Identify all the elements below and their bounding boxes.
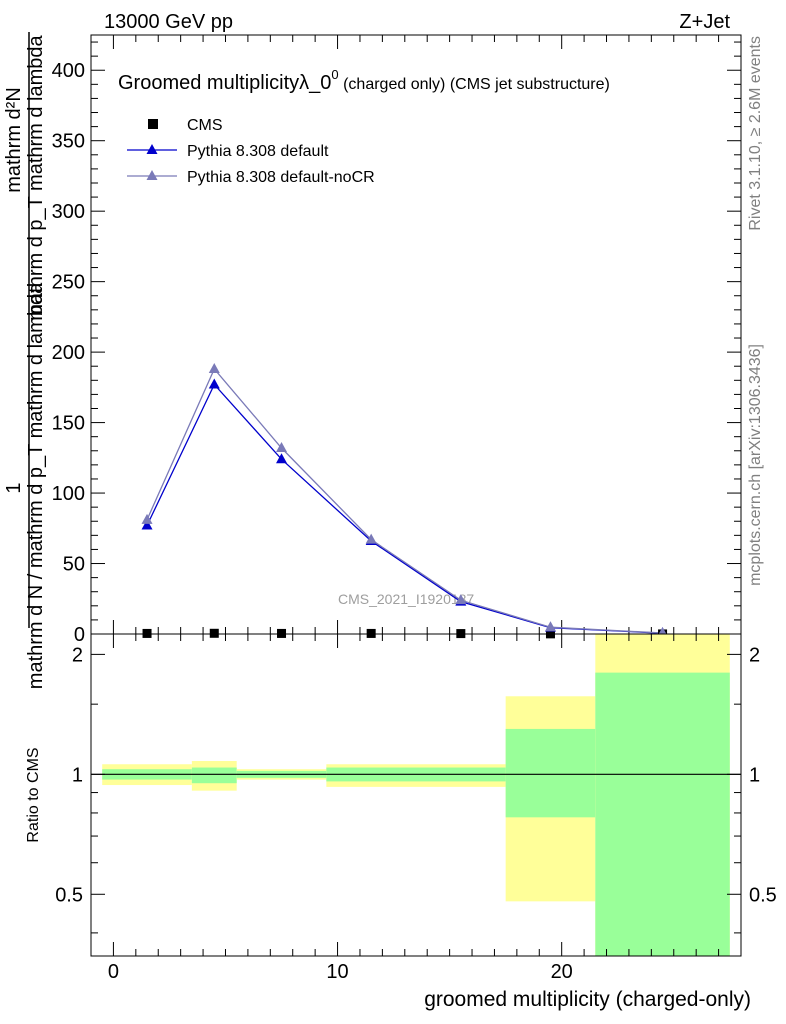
y-tick-label: 350: [52, 131, 85, 153]
ratio-inner-band: [595, 672, 730, 956]
legend-marker-pythia: [146, 144, 158, 154]
header-right: Z+Jet: [679, 11, 730, 33]
pythia-point: [544, 621, 556, 632]
pythia-point: [365, 533, 377, 544]
xlabel: groomed multiplicity (charged-only): [424, 988, 751, 1011]
pythia-point: [455, 594, 467, 605]
cms-point: [142, 628, 152, 638]
pythia-point: [208, 363, 220, 374]
y-tick-label: 100: [52, 483, 85, 505]
ratio-ylabel: Ratio to CMS: [25, 747, 42, 842]
pythia-point: [276, 441, 288, 452]
ratio-inner-band: [505, 728, 596, 818]
pythia-point: [141, 513, 153, 524]
rivet-label: Rivet 3.1.10, ≥ 2.6M events: [747, 36, 764, 231]
ratio-bands: [91, 634, 741, 956]
ratio-frame: [90, 633, 742, 957]
y-tick-label: 400: [52, 60, 85, 82]
ratio-panel: 0.5 0.51 12 20 10 20 Ratio to CMS groomed mul…: [25, 633, 777, 1011]
cms-point: [277, 628, 287, 638]
legend-label: CMS: [187, 117, 223, 134]
ylabel-bottom: 1: [3, 482, 25, 493]
ratio-y-tick-label: 2: [72, 644, 83, 666]
ratio-y-tick-label: 0.5: [55, 884, 83, 906]
ylabel-top-sub: mathrm d p_T mathrm d lambda: [25, 34, 47, 320]
pythia-point: [208, 378, 220, 389]
main-title: Groomed multiplicityλ_00 (charged only) …: [118, 67, 610, 94]
ratio-axis-ticks: 0.5 0.51 12 20 10 20: [55, 634, 777, 983]
y-tick-label: 300: [52, 201, 85, 223]
cms-point: [366, 628, 376, 638]
ratio-inner-band: [191, 767, 237, 784]
main-ylabel: mathrm d²N mathrm d p_T mathrm d lambda …: [3, 32, 47, 689]
pythia-point: [276, 453, 288, 464]
legend-marker-cms: [148, 119, 158, 129]
ratio-y-tick-label-right: 1: [749, 764, 760, 786]
cms-point: [209, 628, 219, 638]
x-tick-label: 10: [326, 961, 348, 983]
legend-label: Pythia 8.308 default: [187, 143, 329, 160]
legend-label: Pythia 8.308 default-noCR: [187, 169, 375, 186]
ylabel-top: mathrm d²N: [3, 87, 25, 193]
ylabel-bottom-sub: mathrm d N / mathrm d p_T mathrm d lambd…: [25, 282, 47, 689]
legend-marker-pythia: [146, 170, 158, 180]
y-tick-label: 150: [52, 413, 85, 435]
legend: CMS Pythia 8.308 default Pythia 8.308 defa…: [127, 117, 375, 186]
x-tick-label: 20: [551, 961, 573, 983]
ratio-y-tick-label: 1: [72, 764, 83, 786]
x-tick-label: 0: [108, 961, 119, 983]
y-tick-label: 50: [63, 554, 85, 576]
main-axis-ticks: 0 50 100 150 200 250 300 350 400: [52, 35, 741, 646]
watermark: CMS_2021_I1920187: [338, 591, 474, 607]
ratio-y-tick-label-right: 2: [749, 644, 760, 666]
mcplots-label: mcplots.cern.ch [arXiv:1306.3436]: [747, 344, 764, 586]
y-tick-label: 250: [52, 272, 85, 294]
header-left: 13000 GeV pp: [104, 11, 233, 33]
y-tick-label: 200: [52, 342, 85, 364]
y-tick-label: 0: [74, 624, 85, 646]
ratio-y-tick-label-right: 0.5: [749, 884, 777, 906]
pythia-point: [141, 519, 153, 530]
main-panel: CMS_2021_I1920187 Groomed multiplicityλ_…: [52, 34, 742, 646]
